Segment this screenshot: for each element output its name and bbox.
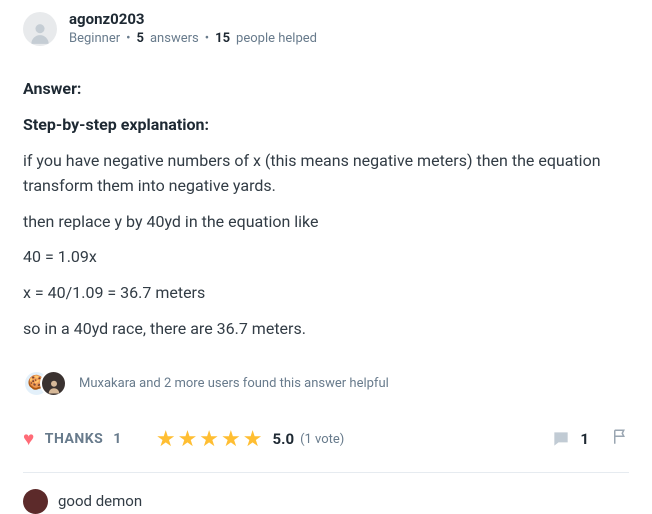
user-meta: Beginner • 5 answers • 15 people helped — [69, 31, 317, 48]
answer-paragraph: so in a 40yd race, there are 36.7 meters… — [23, 317, 629, 342]
answer-paragraph: 40 = 1.09x — [23, 245, 629, 270]
heart-icon: ♥ — [23, 427, 35, 451]
flag-icon — [611, 428, 629, 446]
comment-avatar[interactable] — [23, 489, 48, 514]
comment: good demon — [23, 489, 629, 514]
comments-button[interactable]: 1 — [551, 429, 589, 449]
user-icon — [45, 377, 63, 395]
explanation-heading: Step-by-step explanation: — [23, 115, 209, 134]
user-info: agonz0203 Beginner • 5 answers • 15 peop… — [69, 10, 317, 47]
separator-dot: • — [126, 31, 130, 48]
answer-paragraph: if you have negative numbers of x (this … — [23, 149, 629, 199]
star-icon: ★ — [156, 427, 176, 452]
star-icon: ★ — [178, 427, 198, 452]
separator-dot: • — [205, 31, 209, 48]
report-button[interactable] — [611, 428, 629, 450]
helped-label: people helped — [236, 31, 317, 48]
star-icon: ★ — [199, 427, 219, 452]
answers-count: 5 — [137, 31, 144, 48]
answers-label: answers — [150, 31, 199, 48]
answer-heading: Answer: — [23, 79, 81, 98]
thanks-button[interactable]: ♥ THANKS 1 — [23, 427, 122, 451]
user-icon — [27, 20, 53, 46]
user-rank: Beginner — [69, 31, 120, 48]
thanks-label: THANKS — [45, 431, 104, 447]
comment-icon — [551, 429, 571, 449]
helpful-section: 🍪 Muxakara and 2 more users found this a… — [23, 370, 629, 397]
answer-paragraph: x = 40/1.09 = 36.7 meters — [23, 281, 629, 306]
answer-actions: ♥ THANKS 1 ★ ★ ★ ★ ★ 5.0 (1 vote) 1 — [23, 427, 629, 473]
helpful-avatars[interactable]: 🍪 — [23, 370, 67, 397]
star-icon: ★ — [221, 427, 241, 452]
helpful-user-avatar[interactable] — [40, 370, 67, 397]
star-icon: ★ — [243, 427, 263, 452]
username[interactable]: agonz0203 — [69, 10, 317, 30]
rating-value: 5.0 — [273, 430, 295, 448]
vote-count: (1 vote) — [300, 432, 344, 447]
helped-count: 15 — [215, 31, 230, 48]
answer-author-header: agonz0203 Beginner • 5 answers • 15 peop… — [23, 10, 629, 47]
thanks-count: 1 — [113, 431, 122, 447]
rating-stars[interactable]: ★ ★ ★ ★ ★ 5.0 (1 vote) — [156, 427, 345, 452]
answer-content: Answer: Step-by-step explanation: if you… — [23, 77, 629, 341]
avatar[interactable] — [23, 12, 57, 46]
comments-count: 1 — [580, 430, 589, 448]
answer-paragraph: then replace y by 40yd in the equation l… — [23, 210, 629, 235]
helpful-text: Muxakara and 2 more users found this ans… — [79, 376, 389, 391]
